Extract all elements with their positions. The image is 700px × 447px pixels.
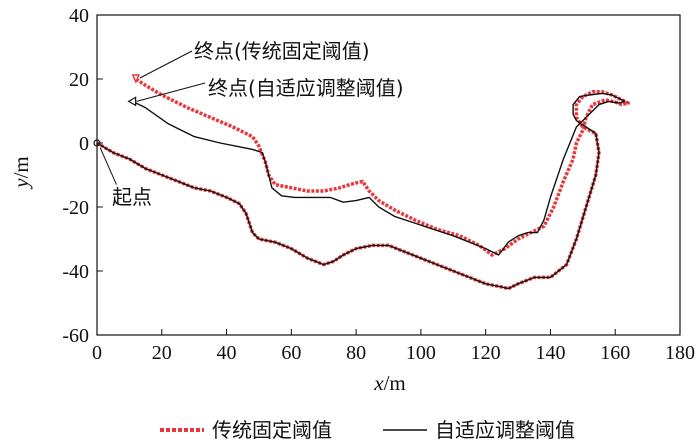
- series-lines: [96, 77, 630, 291]
- y-axis-unit: /m: [9, 156, 33, 178]
- x-tick-label: 60: [281, 342, 301, 364]
- legend-label-fixed: 传统固定阈值: [212, 418, 332, 442]
- x-tick-label: 140: [535, 342, 565, 364]
- x-tick-label: 180: [665, 342, 695, 364]
- legend: 传统固定阈值 自适应调整阈值: [160, 418, 575, 442]
- x-tick-label: 40: [217, 342, 237, 364]
- x-axis-unit: /m: [384, 371, 406, 395]
- y-tick-label: 0: [79, 133, 89, 155]
- x-axis-var: x: [373, 371, 384, 395]
- end-leader-fixed: [139, 50, 193, 79]
- x-tick-label: 100: [406, 342, 436, 364]
- axis-ticks: 0 20 40 60 80 100 120 140 160 180 40 20 0 -20 -40 -60: [62, 5, 695, 364]
- y-tick-label: 20: [69, 69, 89, 91]
- end-marker-fixed: [131, 74, 141, 84]
- x-tick-label: 20: [152, 342, 172, 364]
- y-tick-label: 40: [69, 5, 89, 27]
- x-tick-label: 120: [471, 342, 501, 364]
- x-tick-label: 0: [92, 342, 102, 364]
- end-label-adaptive: 终点(自适应调整阈值): [208, 76, 404, 100]
- y-axis-var: y: [9, 178, 33, 190]
- plot-frame: [96, 14, 681, 336]
- x-axis-label: x/m: [373, 371, 406, 395]
- end-marker-adaptive: [127, 96, 137, 107]
- start-leader-line: [99, 147, 117, 185]
- end-leader-adaptive: [136, 82, 206, 102]
- y-tick-label: -40: [62, 261, 89, 283]
- annotations: 起点 终点(传统固定阈值) 终点(自适应调整阈值): [93, 39, 404, 209]
- y-axis-label: y/m: [9, 156, 33, 190]
- start-label: 起点: [112, 185, 152, 209]
- y-tick-label: -60: [62, 325, 89, 347]
- x-tick-label: 160: [600, 342, 630, 364]
- x-tick-label: 80: [346, 342, 366, 364]
- end-label-fixed: 终点(传统固定阈值): [194, 39, 370, 63]
- series-adaptive-threshold-line: [96, 92, 626, 290]
- series-fixed-threshold-line: [96, 77, 630, 291]
- legend-label-adaptive: 自适应调整阈值: [435, 418, 575, 442]
- y-tick-label: -20: [62, 197, 89, 219]
